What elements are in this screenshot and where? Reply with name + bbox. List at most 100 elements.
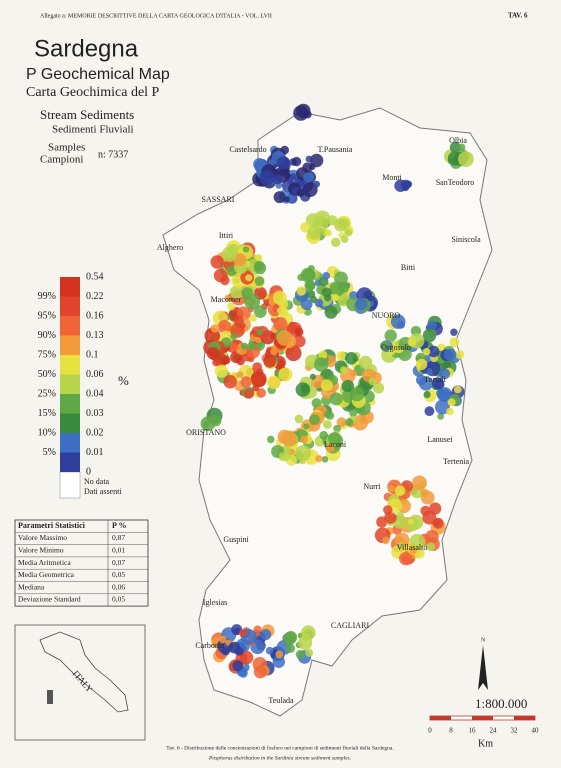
sample-blob — [260, 629, 272, 641]
sample-blob — [309, 414, 320, 425]
sample-blob — [382, 536, 390, 545]
sample-blob — [338, 282, 350, 293]
place-label: Lanusei — [427, 435, 453, 444]
sample-blob — [219, 635, 227, 644]
sample-blob — [285, 345, 302, 362]
scale-tick-label: 8 — [449, 727, 453, 735]
legend-value: 0.03 — [86, 408, 104, 419]
legend-percentile: 75% — [38, 349, 56, 360]
legend-percentile: 50% — [38, 369, 56, 380]
sample-blob — [213, 268, 228, 283]
sample-blob — [373, 382, 385, 394]
sample-blob — [295, 445, 312, 461]
italy-outline — [39, 631, 129, 713]
place-label: Carbonia — [195, 641, 225, 650]
sample-blob — [324, 294, 332, 302]
sample-blob — [295, 649, 305, 659]
sample-blob — [422, 328, 437, 343]
sample-blob — [254, 276, 265, 287]
legend-swatch — [60, 452, 80, 472]
table-header: P % — [112, 521, 126, 530]
place-label: Iglesias — [203, 598, 227, 607]
sample-blob — [256, 328, 263, 336]
sample-blob — [272, 655, 285, 668]
legend-percentile: 95% — [38, 310, 56, 321]
legend-swatch — [60, 394, 80, 414]
sample-blob — [336, 351, 347, 361]
samples-it: Campioni — [40, 154, 83, 166]
sample-blob — [355, 298, 368, 311]
sample-blob — [222, 356, 231, 365]
sample-blob — [407, 337, 417, 347]
sample-blob — [447, 398, 456, 407]
place-label: Ittiri — [219, 231, 234, 240]
sample-blob — [415, 358, 428, 371]
legend-value: 0.06 — [86, 369, 104, 380]
sample-blob — [341, 379, 355, 393]
sample-blob — [455, 349, 465, 359]
scale-ratio: 1:800.000 — [475, 696, 527, 711]
legend-percentile: 15% — [38, 408, 56, 419]
sample-blob — [339, 218, 350, 229]
sample-blob — [236, 371, 244, 379]
legend-value: 0.04 — [86, 388, 104, 399]
sample-blob — [458, 143, 466, 151]
place-label: Nurri — [363, 482, 381, 491]
legend-swatch — [60, 296, 80, 316]
sample-blob — [446, 407, 454, 416]
sample-blob — [276, 156, 290, 170]
sample-blob — [303, 423, 310, 430]
sample-blob — [302, 268, 316, 281]
place-label: SASSARI — [202, 195, 235, 204]
table-cell: Valore Massimo — [18, 533, 67, 542]
samples-en: Samples — [48, 142, 85, 154]
sample-blob — [340, 366, 347, 374]
sample-blob — [294, 327, 304, 337]
sample-blob — [447, 151, 462, 166]
sample-blob — [278, 367, 293, 382]
sample-blob — [259, 170, 275, 186]
sample-blob — [425, 530, 439, 544]
legend-value: 0.1 — [86, 349, 99, 360]
sample-blob — [273, 191, 286, 204]
sample-blob — [247, 341, 256, 351]
sample-blob — [345, 352, 358, 365]
sample-blob — [294, 414, 304, 424]
table-cell: Media Geometrica — [18, 570, 75, 579]
sample-blob — [420, 488, 429, 497]
sample-blob — [253, 665, 267, 679]
legend-percentile: 25% — [38, 388, 56, 399]
legend-unit: % — [118, 373, 129, 388]
sample-blob — [239, 650, 254, 665]
sample-blob — [228, 641, 241, 654]
sample-blob — [305, 280, 316, 291]
table-cell: 0,01 — [112, 545, 125, 554]
sample-blob — [307, 225, 322, 240]
sample-blob — [322, 272, 331, 280]
sample-blob — [214, 364, 229, 378]
place-label: Teulada — [268, 696, 294, 705]
sample-blob — [252, 384, 260, 392]
place-label: Alghero — [157, 243, 183, 252]
table-cell: Media Aritmetica — [18, 558, 71, 567]
sample-blob — [210, 324, 220, 333]
sample-blob — [309, 163, 316, 171]
legend-value: 0.16 — [86, 310, 104, 321]
sample-blob — [393, 515, 407, 529]
sample-blob — [349, 408, 358, 417]
sample-blob — [437, 388, 451, 401]
sample-blob — [275, 650, 284, 659]
sample-blob — [206, 347, 220, 360]
legend-swatch — [60, 355, 80, 375]
place-label: Guspini — [223, 535, 249, 544]
scale-tick-label: 40 — [532, 727, 540, 735]
sample-blob — [426, 368, 433, 375]
sample-blob — [265, 646, 274, 655]
sample-blob — [345, 418, 354, 427]
place-label: NUORO — [372, 311, 401, 320]
scale-segment — [430, 716, 451, 720]
legend-swatch — [60, 335, 80, 355]
sample-blob — [426, 542, 435, 551]
place-label: Macomer — [211, 295, 242, 304]
place-label: Castelsardo — [229, 145, 266, 154]
